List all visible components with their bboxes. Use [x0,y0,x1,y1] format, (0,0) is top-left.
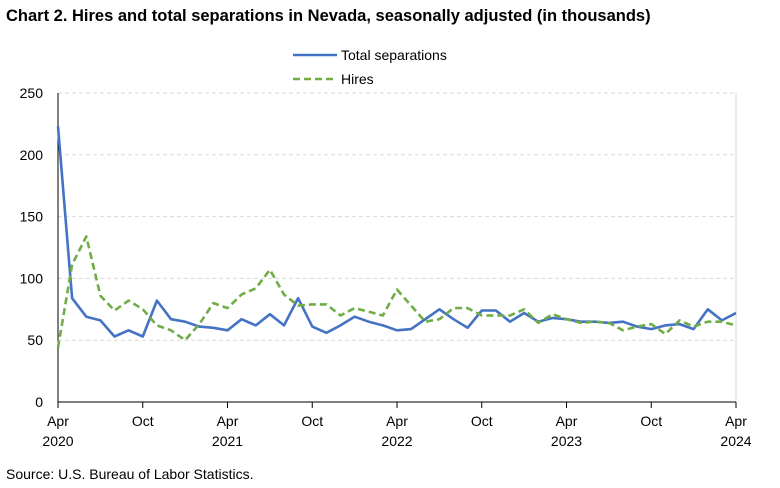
y-tick-label: 250 [20,85,44,101]
x-tick-label: Apr [386,413,408,429]
source-note: Source: U.S. Bureau of Labor Statistics. [6,466,254,482]
hires-line [56,235,737,348]
x-tick-label: Apr [217,413,239,429]
series-group [56,126,737,348]
gridlines [58,92,737,402]
legend-label: Total separations [341,47,447,63]
total-separations-line [56,126,737,338]
x-axis-ticks: Apr 2020 Oct Apr 2021 Oct Apr 2022 Oct Apr 2023 Oct… [42,402,752,449]
y-tick-label: 50 [27,332,43,348]
x-tick-label: Oct [301,413,323,429]
y-tick-label: 200 [20,147,44,163]
x-tick-year-label: 2020 [42,433,73,449]
chart-title: Chart 2. Hires and total separations in … [6,7,651,25]
legend-label: Hires [341,71,374,87]
x-tick-year-label: 2024 [720,433,751,449]
x-tick-label: Apr [725,413,747,429]
x-tick-label: Oct [132,413,154,429]
x-tick-year-label: 2023 [551,433,582,449]
legend: Total separations Hires [293,47,447,87]
x-tick-label: Apr [47,413,69,429]
y-tick-label: 150 [20,209,44,225]
x-tick-label: Oct [471,413,493,429]
x-tick-label: Oct [640,413,662,429]
axes [57,93,736,403]
y-tick-label: 100 [20,270,44,286]
x-tick-year-label: 2021 [212,433,243,449]
y-axis-ticks: 0 50 100 150 200 250 [20,85,44,410]
x-tick-label: Apr [556,413,578,429]
y-tick-label: 0 [35,394,43,410]
x-tick-year-label: 2022 [381,433,412,449]
